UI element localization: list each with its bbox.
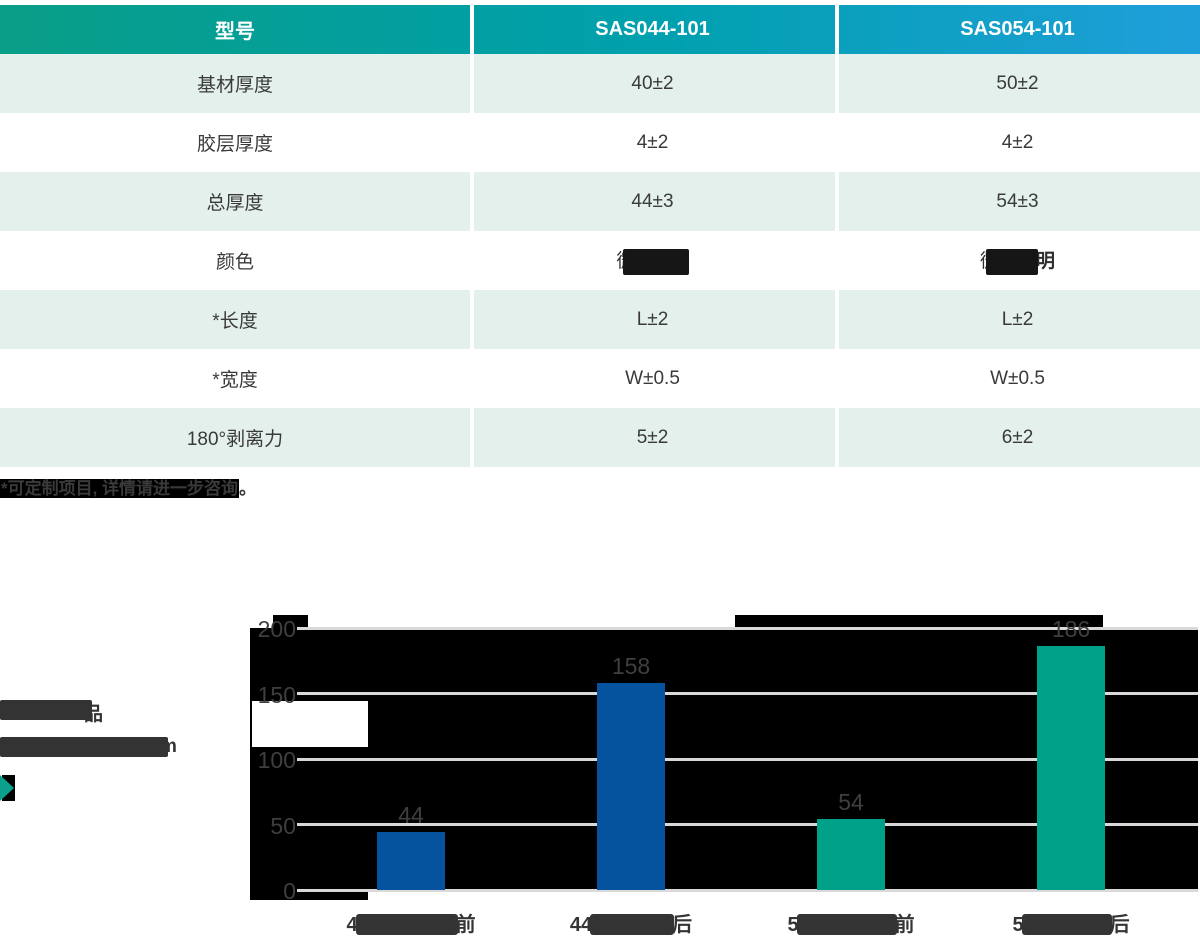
table-cell: 微明 — [835, 246, 1200, 275]
y-axis-tick-label: 0 — [283, 878, 296, 904]
gridline — [297, 823, 1198, 826]
table-row: 总厚度 44±3 54±3 — [0, 172, 1200, 231]
gridline — [297, 626, 1198, 630]
x-axis-category-label: 44 后 — [551, 908, 711, 938]
row-label: 颜色 — [215, 252, 254, 273]
x-label-prefix: 44 — [569, 914, 593, 936]
legend-redaction-bar — [0, 737, 168, 757]
table-header-row: 型号 SAS044-101 SAS054-101 — [0, 5, 1200, 54]
bar-value-label: 158 — [611, 653, 651, 680]
x-label-prefix: 4 — [346, 914, 358, 936]
table-row: 胶层厚度 4±2 4±2 — [0, 113, 1200, 172]
row-label: *宽度 — [212, 370, 258, 391]
data-bar — [817, 819, 885, 890]
table-cell: 5±2 — [636, 426, 669, 448]
x-label-suffix: 前 — [455, 914, 476, 936]
x-label-prefix: 5 — [787, 914, 799, 936]
redaction-box — [622, 248, 689, 275]
data-bar — [597, 683, 665, 890]
gridline — [297, 692, 1198, 695]
bar-value-label: 54 — [838, 789, 864, 816]
row-label: 胶层厚度 — [196, 134, 273, 155]
table-cell: 54±3 — [996, 190, 1039, 212]
row-label: 基材厚度 — [196, 75, 273, 96]
play-triangle-icon — [0, 775, 14, 801]
plot-white-notch — [252, 701, 368, 747]
bar-value-label: 44 — [398, 802, 424, 829]
legend-line: 品 — [0, 700, 200, 725]
redacted-suffix: 明 — [1036, 251, 1056, 272]
y-axis-tick-label: 100 — [257, 747, 296, 773]
x-label-redaction-blob — [590, 913, 675, 935]
legend-redaction-bar — [0, 700, 92, 720]
table-row: 颜色 微微明 — [0, 231, 1200, 290]
table-row: 180°剥离力 5±2 6±2 — [0, 408, 1200, 467]
table-cell: 50±2 — [996, 72, 1039, 94]
table-row: *长度 L±2 L±2 — [0, 290, 1200, 349]
x-label-prefix: 5 — [1012, 914, 1024, 936]
column-divider-2 — [835, 5, 839, 467]
legend-line: m — [0, 736, 200, 761]
table-cell: W±0.5 — [625, 367, 680, 389]
gridline — [297, 757, 1198, 761]
legend-icon — [0, 775, 40, 801]
data-bar — [377, 832, 445, 890]
table-header-sas044: SAS044-101 — [595, 18, 710, 40]
table-header-model: 型号 — [215, 21, 255, 43]
x-label-suffix: 后 — [1109, 914, 1130, 936]
x-label-redaction-blob — [1021, 913, 1112, 935]
table-cell: 6±2 — [1001, 426, 1034, 448]
table-row: 基材厚度 40±2 50±2 — [0, 54, 1200, 113]
x-label-suffix: 后 — [672, 914, 693, 936]
bar-value-label: 186 — [1051, 616, 1091, 643]
data-bar — [1037, 646, 1105, 890]
glitch-top-band — [735, 615, 1103, 629]
row-label: *长度 — [212, 311, 258, 332]
table-cell: L±2 — [636, 308, 669, 330]
row-label: 180°剥离力 — [186, 429, 284, 450]
row-label: 总厚度 — [206, 193, 264, 214]
x-label-redaction-blob — [355, 913, 458, 935]
table-row: *宽度 W±0.5 W±0.5 — [0, 349, 1200, 408]
footnote: *可定制项目, 详情请进一步咨询。 — [0, 477, 256, 500]
x-label-redaction-blob — [796, 913, 897, 935]
x-label-suffix: 前 — [894, 914, 915, 936]
table-cell: 40±2 — [631, 72, 674, 94]
spec-table-body: 基材厚度 40±2 50±2 胶层厚度 4±2 4±2 总厚度 44±3 54±3 颜色 微微明 *长… — [0, 54, 1200, 467]
redaction-box — [986, 248, 1038, 275]
table-header-sas054: SAS054-101 — [960, 18, 1075, 40]
table-cell: W±0.5 — [990, 367, 1045, 389]
glitch-top-left-box — [273, 615, 308, 629]
spec-table: 型号 SAS044-101 SAS054-101 基材厚度 40±2 50±2 胶层厚… — [0, 5, 1200, 467]
y-axis-tick-label: 50 — [270, 812, 296, 839]
table-cell: 4±2 — [1001, 131, 1034, 153]
footnote-text: *可定制项目, 详情请进一步咨询 — [0, 479, 240, 498]
table-cell: 44±3 — [631, 190, 674, 212]
table-cell: 4±2 — [636, 131, 669, 153]
y-axis-tick-label: 200 — [257, 616, 296, 642]
table-cell: 微 — [470, 246, 835, 275]
gridline — [297, 888, 1198, 892]
table-cell: L±2 — [1001, 308, 1034, 330]
footnote-period: 。 — [239, 479, 257, 498]
column-divider-1 — [470, 5, 474, 467]
y-axis-tick-label: 150 — [257, 681, 296, 708]
